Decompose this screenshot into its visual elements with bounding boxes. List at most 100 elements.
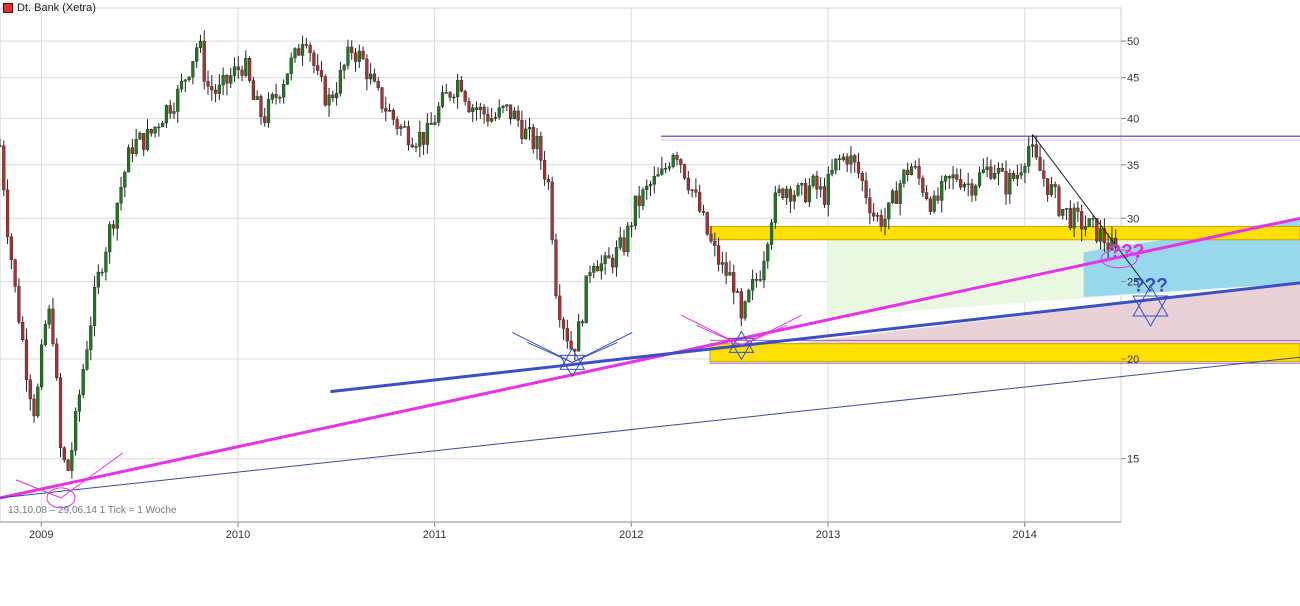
candle-up — [81, 369, 85, 396]
x-tick-label: 2013 — [816, 529, 840, 541]
target-star-2014 — [1132, 295, 1169, 327]
candle-down — [225, 74, 229, 84]
candle-up — [993, 173, 997, 179]
pivot-ray — [572, 331, 633, 363]
candle-down — [463, 91, 467, 102]
candle-down — [860, 172, 864, 181]
candle-down — [955, 174, 959, 180]
candle-down — [2, 145, 6, 191]
candle-up — [577, 321, 581, 352]
candle-down — [872, 212, 876, 217]
candle-up — [656, 174, 660, 177]
candle-down — [815, 175, 819, 190]
candle-up — [74, 411, 78, 451]
candle-down — [713, 240, 717, 246]
trend-lines — [0, 134, 1300, 500]
pivot-ray — [741, 324, 787, 346]
pivot-ray — [527, 341, 573, 363]
candle-up — [588, 272, 592, 276]
candle-up — [43, 324, 47, 345]
candle-up — [796, 185, 800, 196]
candle-down — [1102, 228, 1106, 244]
candle-up — [962, 184, 967, 188]
candle-down — [316, 65, 320, 71]
candle-down — [732, 272, 736, 293]
lower-gold-band — [709, 343, 1300, 363]
pivot-ray — [681, 314, 742, 346]
candle-down — [350, 46, 354, 54]
candle-down — [51, 308, 55, 345]
candle-up — [161, 122, 165, 128]
candle-up — [285, 73, 290, 85]
candle-up — [89, 325, 93, 350]
candle-down — [1042, 170, 1046, 179]
candle-down — [1080, 211, 1084, 230]
candle-down — [482, 106, 486, 115]
candle-up — [433, 122, 437, 125]
candle-down — [1038, 156, 1042, 171]
candle-up — [943, 175, 948, 182]
pivot-ray — [15, 479, 62, 499]
candle-down — [0, 145, 2, 147]
candle-down — [788, 188, 793, 202]
candle-up — [977, 172, 982, 187]
candle-up — [524, 128, 528, 139]
candle-down — [822, 186, 827, 205]
candle-up — [834, 158, 838, 171]
candle-up — [437, 106, 441, 123]
candle-down — [550, 181, 554, 241]
candle-up — [751, 279, 755, 291]
candle-up — [849, 155, 853, 165]
analysis-zones — [660, 135, 1300, 364]
candle-up — [195, 47, 199, 62]
candle-down — [312, 52, 316, 66]
candle-up — [1110, 237, 1114, 250]
candle-up — [164, 105, 169, 124]
candle-down — [1004, 171, 1008, 195]
pivot-star-2011 — [559, 354, 586, 378]
candle-up — [766, 244, 770, 262]
candle-up — [100, 271, 104, 274]
candle-down — [928, 198, 932, 212]
candle-down — [319, 70, 324, 77]
candlestick-series — [0, 30, 1118, 479]
candle-down — [17, 286, 21, 323]
y-axis: 15 20 25 30 35 40 45 50 — [1121, 36, 1139, 466]
candle-down — [675, 154, 679, 160]
x-tick-label: 2009 — [29, 529, 53, 541]
candle-up — [40, 344, 44, 388]
candle-down — [516, 110, 520, 121]
candle-down — [406, 126, 411, 146]
candle-up — [535, 136, 539, 149]
magenta-trendline — [0, 216, 1300, 500]
candle-up — [599, 263, 603, 272]
candle-up — [399, 126, 403, 129]
candle-up — [830, 169, 834, 175]
candle-up — [278, 97, 282, 99]
candle-up — [96, 271, 100, 288]
candle-up — [1091, 218, 1095, 220]
candle-down — [864, 180, 868, 198]
question-mark-annotation: ??? — [1109, 241, 1144, 262]
candle-down — [686, 177, 690, 191]
candle-down — [739, 291, 743, 319]
candle-up — [403, 126, 407, 128]
candle-up — [440, 92, 445, 107]
candle-up — [966, 183, 970, 185]
candle-up — [145, 129, 150, 150]
candle-up — [1087, 218, 1091, 227]
candle-down — [66, 459, 70, 471]
candle-up — [626, 225, 630, 253]
candle-down — [21, 322, 25, 340]
candle-up — [77, 394, 82, 412]
candle-up — [387, 109, 392, 112]
candle-up — [648, 184, 653, 187]
candle-down — [917, 166, 921, 179]
candle-down — [467, 101, 471, 113]
candle-down — [236, 66, 240, 71]
candle-down — [111, 224, 116, 229]
candle-down — [263, 116, 267, 123]
candle-down — [607, 255, 611, 259]
candle-down — [947, 175, 951, 179]
pivot-ray — [512, 331, 573, 363]
